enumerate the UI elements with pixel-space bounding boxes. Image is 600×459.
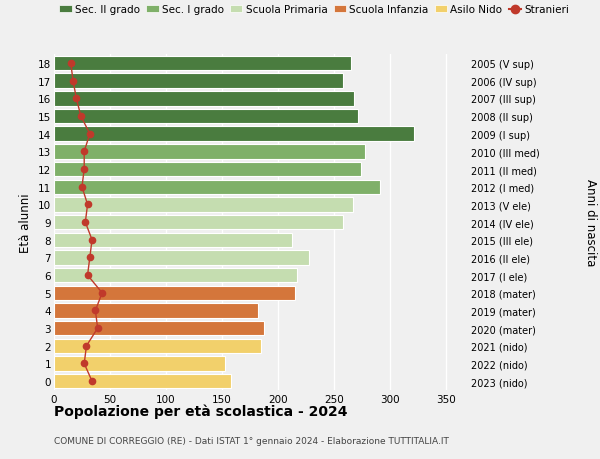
Bar <box>54 303 257 318</box>
Bar <box>54 286 295 300</box>
Bar <box>54 374 231 389</box>
Bar <box>54 233 292 247</box>
Bar <box>54 269 297 283</box>
Bar <box>54 339 261 353</box>
Bar <box>54 145 365 159</box>
Bar <box>54 215 343 230</box>
Bar <box>54 110 358 124</box>
Bar <box>54 162 361 177</box>
Bar <box>54 127 414 142</box>
Text: COMUNE DI CORREGGIO (RE) - Dati ISTAT 1° gennaio 2024 - Elaborazione TUTTITALIA.: COMUNE DI CORREGGIO (RE) - Dati ISTAT 1°… <box>54 436 449 445</box>
Text: Anni di nascita: Anni di nascita <box>584 179 597 266</box>
Bar <box>54 74 343 89</box>
Bar <box>54 92 354 106</box>
Text: Popolazione per età scolastica - 2024: Popolazione per età scolastica - 2024 <box>54 404 347 419</box>
Bar <box>54 321 265 336</box>
Bar <box>54 251 309 265</box>
Bar <box>54 180 380 195</box>
Bar <box>54 56 350 71</box>
Bar <box>54 198 353 212</box>
Bar <box>54 357 225 371</box>
Legend: Sec. II grado, Sec. I grado, Scuola Primaria, Scuola Infanzia, Asilo Nido, Stran: Sec. II grado, Sec. I grado, Scuola Prim… <box>59 5 569 15</box>
Y-axis label: Età alunni: Età alunni <box>19 193 32 252</box>
